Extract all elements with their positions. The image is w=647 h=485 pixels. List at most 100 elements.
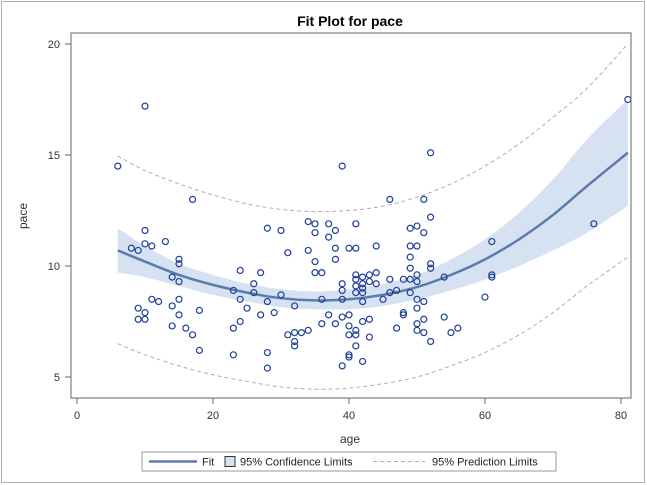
data-point	[386, 275, 394, 283]
data-point	[488, 271, 496, 279]
data-point	[365, 333, 373, 341]
data-point	[427, 213, 435, 221]
data-point	[257, 311, 265, 319]
data-point	[263, 224, 271, 232]
data-point	[141, 102, 149, 110]
data-point	[155, 297, 163, 306]
data-point	[481, 293, 489, 301]
plot-frame	[70, 32, 632, 399]
data-point	[413, 304, 421, 312]
y-tick-label: 5	[54, 372, 60, 384]
data-point	[318, 320, 326, 328]
prediction-upper-line	[117, 43, 629, 213]
data-point	[372, 269, 380, 277]
data-point	[304, 246, 312, 255]
data-point	[311, 229, 319, 237]
data-point	[236, 317, 244, 326]
data-point	[311, 269, 319, 277]
data-point	[141, 240, 149, 248]
data-point	[365, 277, 373, 286]
data-point	[291, 342, 299, 350]
data-point	[291, 337, 299, 346]
x-axis-label: age	[340, 432, 360, 446]
data-point	[189, 195, 197, 203]
data-point	[250, 289, 258, 297]
data-point	[359, 289, 367, 297]
data-point	[427, 264, 435, 272]
data-point	[311, 257, 319, 266]
data-point	[345, 311, 353, 319]
data-point	[134, 246, 142, 255]
data-point	[195, 346, 203, 354]
y-axis-label: pace	[16, 203, 30, 229]
data-point	[352, 326, 360, 334]
data-point	[359, 284, 367, 292]
data-point	[297, 329, 305, 337]
legend-prediction-label: 95% Prediction Limits	[432, 457, 538, 469]
data-point	[345, 331, 353, 339]
data-point	[304, 218, 312, 226]
data-point	[488, 273, 496, 281]
data-point	[379, 295, 387, 303]
data-point	[284, 331, 292, 339]
data-point	[413, 271, 421, 279]
data-point	[359, 280, 367, 288]
data-point	[399, 311, 407, 319]
data-point	[148, 242, 156, 250]
x-tick-label: 0	[74, 410, 80, 422]
data-point	[413, 277, 421, 286]
data-point	[134, 315, 142, 323]
data-point	[141, 309, 149, 317]
data-point	[352, 275, 360, 283]
data-point	[311, 220, 319, 228]
chart-title: Fit Plot for pace	[297, 13, 403, 29]
data-point	[325, 311, 333, 319]
y-tick-label: 15	[48, 150, 60, 162]
data-point	[263, 364, 271, 372]
data-point	[413, 320, 421, 328]
data-point	[114, 162, 122, 170]
data-point	[399, 275, 407, 283]
data-point	[325, 233, 333, 241]
data-point	[413, 222, 421, 230]
data-point	[127, 244, 135, 252]
data-point	[318, 295, 326, 303]
data-point	[325, 220, 333, 228]
data-point	[182, 324, 190, 332]
data-point	[277, 226, 285, 235]
data-point	[229, 286, 237, 295]
data-point	[420, 297, 428, 306]
data-point	[338, 313, 346, 321]
legend: Fit 95% Confidence Limits 95% Prediction…	[141, 451, 557, 472]
data-point	[406, 224, 414, 232]
data-point	[338, 280, 346, 288]
data-point	[454, 324, 462, 332]
data-point	[413, 295, 421, 303]
fit-line	[117, 151, 629, 302]
data-point	[195, 306, 203, 314]
data-point	[168, 302, 176, 310]
data-point	[386, 289, 394, 297]
data-point	[590, 220, 598, 228]
data-point	[406, 264, 414, 272]
prediction-lower-line	[117, 256, 629, 390]
data-point	[345, 322, 353, 330]
x-tick-label: 80	[615, 410, 627, 422]
data-point	[175, 260, 183, 268]
data-point	[175, 255, 183, 263]
data-point	[331, 320, 339, 328]
data-point	[399, 309, 407, 317]
data-point	[488, 237, 496, 246]
data-point	[352, 244, 360, 252]
data-point	[331, 255, 339, 263]
data-point	[406, 289, 414, 297]
data-point	[338, 295, 346, 303]
x-tick-label: 40	[343, 410, 355, 422]
data-point	[427, 337, 435, 346]
y-tick-label: 10	[48, 261, 60, 273]
data-point	[291, 302, 299, 310]
data-point	[229, 324, 237, 332]
data-point	[257, 269, 265, 277]
data-point	[352, 331, 360, 339]
y-axis: 5 10 15 20	[48, 39, 71, 384]
